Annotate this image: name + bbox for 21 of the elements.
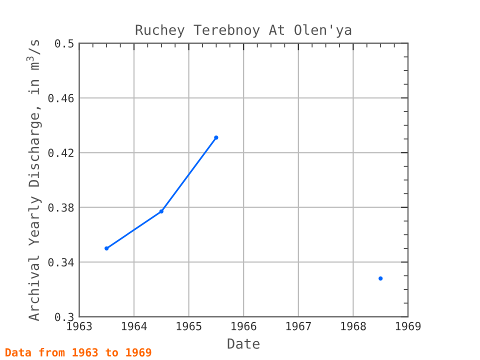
y-tick-label: 0.38 [48,203,74,212]
y-tick-label: 0.46 [48,94,74,102]
y-tick-label: 0.42 [48,148,74,158]
point [104,246,109,250]
x-tick-label: 1968 [341,322,366,330]
x-tick-label: 1963 [67,322,92,330]
x-tick-label: 1964 [122,322,147,330]
y-tick-label: 0.3 [54,312,74,322]
y-tick-label: 0.34 [48,258,74,266]
point [378,276,383,281]
x-tick-label: 1966 [232,322,256,330]
point [214,136,218,140]
y-tick-label: 0.5 [54,39,74,48]
x-tick-label: 1969 [396,322,421,330]
chart-title: Ruchey Terebnoy At Olen'ya [136,24,352,38]
point [159,209,164,214]
y-axis-title: Archival Yearly Discharge, in m$^{3}$/s [26,40,42,322]
x-tick-label: 1965 [176,322,202,330]
x-tick-label: 1967 [286,322,311,330]
x-axis-title: Date [228,338,260,349]
text: Data from 1963 to 1969 [6,348,152,357]
